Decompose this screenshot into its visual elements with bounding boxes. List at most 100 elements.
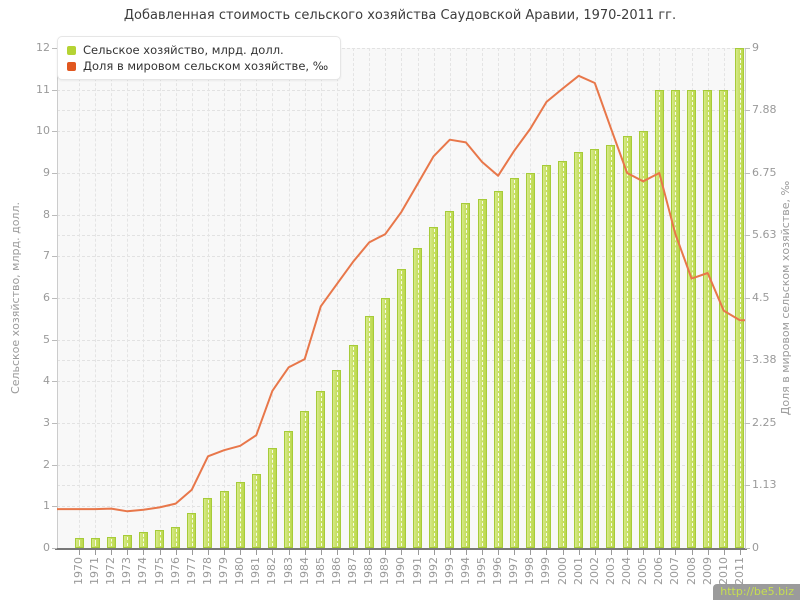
x-tick xyxy=(723,550,725,555)
x-tick xyxy=(143,550,145,555)
bar-1991[interactable] xyxy=(413,248,423,548)
x-axis-line xyxy=(55,548,747,550)
x-tick xyxy=(127,550,129,555)
right-tick xyxy=(745,235,750,237)
left-tick-label: 0 xyxy=(43,541,50,554)
bar-1979[interactable] xyxy=(219,490,229,548)
v-gridline xyxy=(224,48,226,548)
bar-1983[interactable] xyxy=(284,430,294,548)
agriculture-series-swatch-icon xyxy=(67,45,76,55)
bar-1990[interactable] xyxy=(396,268,406,548)
bar-1978[interactable] xyxy=(203,498,213,548)
bar-1981[interactable] xyxy=(251,473,261,548)
bar-1992[interactable] xyxy=(429,227,439,548)
x-tick xyxy=(643,550,645,555)
bar-1988[interactable] xyxy=(364,315,374,548)
left-tick xyxy=(52,48,57,49)
x-tick xyxy=(353,550,355,555)
bar-2011[interactable] xyxy=(735,48,745,548)
h-gridline xyxy=(57,110,745,111)
x-tick xyxy=(594,550,596,555)
bar-2008[interactable] xyxy=(687,89,697,548)
v-gridline xyxy=(111,48,113,548)
bar-2007[interactable] xyxy=(670,89,680,548)
x-tick xyxy=(514,550,516,555)
left-tick-label: 9 xyxy=(43,166,50,179)
x-tick xyxy=(304,550,306,555)
right-tick-label: 3.38 xyxy=(752,353,777,367)
v-gridline xyxy=(288,48,290,548)
bar-2004[interactable] xyxy=(622,136,632,548)
bar-1995[interactable] xyxy=(477,198,487,548)
bar-1998[interactable] xyxy=(525,173,535,548)
bar-1973[interactable] xyxy=(122,534,132,548)
left-tick xyxy=(52,464,57,466)
watermark-link[interactable]: http://be5.biz xyxy=(713,584,800,600)
bar-1970[interactable] xyxy=(74,538,84,548)
right-tick-label: 9 xyxy=(752,41,759,54)
x-tick xyxy=(449,550,451,555)
right-tick-label: 4.5 xyxy=(752,291,770,304)
v-gridline xyxy=(353,48,355,548)
left-tick-label: 10 xyxy=(36,124,50,138)
bar-2005[interactable] xyxy=(638,131,648,548)
bar-1976[interactable] xyxy=(171,527,181,548)
bar-1980[interactable] xyxy=(235,482,245,548)
bar-2000[interactable] xyxy=(558,160,568,548)
bar-2001[interactable] xyxy=(574,152,584,548)
bar-2006[interactable] xyxy=(654,89,664,548)
left-tick-label: 12 xyxy=(36,41,50,54)
x-tick xyxy=(240,550,242,555)
bar-2009[interactable] xyxy=(703,89,713,548)
left-tick-label: 4 xyxy=(43,374,50,388)
bar-2010[interactable] xyxy=(719,89,729,548)
left-tick xyxy=(52,423,57,424)
h-gridline xyxy=(57,256,745,257)
bar-1989[interactable] xyxy=(380,298,390,548)
x-tick xyxy=(562,550,564,555)
bar-1977[interactable] xyxy=(187,512,197,548)
left-tick-label: 2 xyxy=(43,457,50,471)
bar-2002[interactable] xyxy=(590,149,600,548)
right-tick xyxy=(745,548,750,549)
left-tick xyxy=(52,381,57,383)
v-gridline xyxy=(127,48,129,548)
x-tick xyxy=(95,550,97,555)
x-tick xyxy=(417,550,419,555)
bar-1993[interactable] xyxy=(445,210,455,548)
bar-1975[interactable] xyxy=(155,529,165,548)
bar-1987[interactable] xyxy=(348,344,358,548)
bar-1999[interactable] xyxy=(541,164,551,548)
x-tick xyxy=(465,550,467,555)
world-share-line-path xyxy=(57,74,745,513)
bar-1984[interactable] xyxy=(300,411,310,548)
h-gridline xyxy=(57,48,745,49)
bar-1982[interactable] xyxy=(267,448,277,548)
bar-1997[interactable] xyxy=(509,178,519,548)
x-tick xyxy=(79,550,80,555)
right-tick xyxy=(745,298,750,299)
x-tick xyxy=(578,550,580,555)
x-tick xyxy=(401,550,403,555)
bar-1994[interactable] xyxy=(461,203,471,548)
bar-2003[interactable] xyxy=(606,144,616,548)
bar-1974[interactable] xyxy=(138,532,148,548)
chart-title: Добавленная стоимость сельского хозяйств… xyxy=(123,8,677,23)
h-gridline xyxy=(57,131,745,132)
right-tick xyxy=(745,485,750,487)
h-gridline xyxy=(57,173,745,174)
v-gridline xyxy=(304,48,306,548)
bar-1985[interactable] xyxy=(316,390,326,548)
bar-1986[interactable] xyxy=(332,369,342,548)
bar-1972[interactable] xyxy=(106,536,116,548)
legend-item-agriculture[interactable]: Сельское хозяйство, млрд. долл. xyxy=(67,42,328,58)
left-tick xyxy=(52,298,57,299)
legend-item-world-share[interactable]: Доля в мировом сельском хозяйстве, ‰ xyxy=(67,58,328,74)
h-gridline xyxy=(57,235,745,236)
left-tick-label: 5 xyxy=(43,332,50,346)
left-tick xyxy=(52,506,57,508)
bar-1996[interactable] xyxy=(493,190,503,548)
bar-1971[interactable] xyxy=(90,538,100,548)
x-tick xyxy=(256,550,258,555)
